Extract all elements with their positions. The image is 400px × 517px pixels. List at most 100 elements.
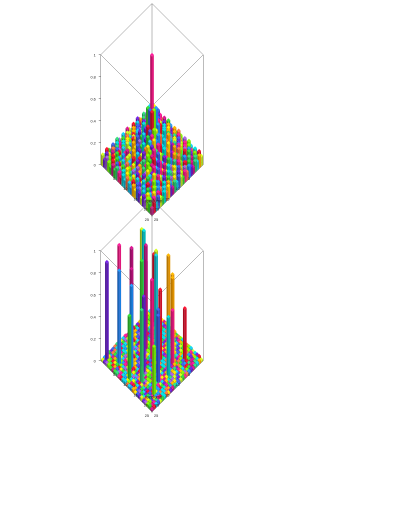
bar-face-right — [184, 170, 187, 183]
bar-face-top — [156, 122, 160, 126]
bar-face-top — [117, 170, 122, 174]
bar-face-top — [166, 125, 171, 130]
bar-face-top — [156, 142, 160, 147]
bar-face-left — [113, 169, 116, 179]
bar-face-top — [166, 149, 171, 153]
bar-col9-row19 — [170, 308, 175, 367]
bar-face-top — [172, 158, 177, 163]
column-tick-label: 20 — [155, 208, 159, 212]
bar-face-top — [187, 154, 191, 158]
bar-face-top — [137, 163, 142, 168]
bar-face-top — [125, 126, 130, 131]
bar-face-right — [131, 285, 134, 371]
bar-face-top — [176, 159, 181, 163]
bar-face-top — [176, 173, 181, 178]
bar-face-top — [176, 146, 181, 151]
bar-face-top — [131, 155, 136, 160]
bar-face-top — [172, 151, 177, 156]
bar-face-top — [125, 171, 130, 176]
bar-face-top — [187, 159, 191, 163]
bar-face-top — [193, 150, 197, 154]
bar-face-top — [115, 161, 119, 165]
row-tick-label: 10 — [123, 187, 127, 191]
bar-face-top — [172, 140, 177, 144]
bar-face-top — [137, 138, 142, 143]
bar-face-top — [148, 128, 152, 133]
bar-face-top — [135, 151, 140, 155]
bar-face-top — [166, 122, 171, 126]
z-tick-label: 0.6 — [90, 293, 95, 297]
bar-face-top — [121, 158, 126, 163]
bar-face-left — [105, 261, 107, 363]
bar-face-top — [148, 166, 152, 170]
z-tick-label: 0.4 — [90, 119, 95, 123]
bar-col21-row16 — [139, 307, 144, 386]
bar-face-top — [125, 148, 130, 153]
box-edge — [151, 54, 204, 107]
bar-face-top — [115, 165, 119, 170]
bar-face-right — [184, 307, 187, 363]
bar-face-top — [141, 121, 146, 126]
bar-face-right — [193, 166, 195, 175]
row-tick-label: 15 — [133, 197, 137, 201]
bar-face-top — [172, 135, 177, 140]
bar-face-top — [148, 158, 152, 162]
bar-face-right — [158, 315, 160, 386]
bar-face-left — [152, 346, 155, 398]
bar-face-right — [168, 316, 171, 379]
bar-face-top — [131, 128, 136, 133]
column-tick-label: 10 — [176, 187, 180, 191]
z-axis: 00.20.40.60.81 — [90, 249, 101, 363]
bar-face-top — [150, 162, 154, 167]
bar-face-right — [172, 309, 175, 367]
bar-face-left — [117, 171, 120, 183]
bar-face-top — [152, 147, 156, 152]
row-tick-label: 20 — [144, 208, 148, 212]
bar-face-top — [141, 131, 146, 136]
bar-face-top — [135, 116, 140, 120]
z-tick-label: 0 — [94, 359, 96, 363]
bar-face-top — [146, 153, 150, 157]
bar-face-top — [131, 162, 136, 167]
z-tick-label: 0.8 — [90, 271, 95, 275]
bar-face-top — [187, 148, 191, 153]
bar-face-top — [187, 163, 191, 168]
bar-face-top — [100, 152, 105, 157]
bar-face-right — [201, 155, 204, 167]
bars — [100, 52, 204, 216]
bar-face-top — [182, 139, 187, 144]
bar-col21-row22 — [152, 344, 156, 398]
bar-face-top — [162, 115, 167, 120]
bar-face-top — [121, 131, 126, 136]
bar-face-right — [160, 289, 163, 363]
bar-face-top — [176, 128, 181, 133]
bar-face-top — [162, 122, 167, 127]
bar-face-top — [182, 143, 187, 147]
bar-face-top — [131, 140, 136, 144]
bar-face-top — [131, 168, 136, 173]
bar-face-top — [121, 172, 126, 177]
bar-face-top — [187, 146, 191, 150]
column-tick-label: 25 — [145, 218, 149, 222]
column-tick-label: 5 — [188, 177, 190, 181]
bar-col24-row2 — [105, 259, 109, 363]
bar-face-top — [141, 166, 146, 170]
bar-face-left — [100, 154, 103, 167]
bar-face-top — [141, 158, 146, 163]
bar-face-left — [121, 174, 124, 188]
bar-face-top — [176, 153, 181, 157]
bar-face-right — [141, 309, 144, 386]
bar-face-top — [115, 143, 119, 148]
bar-face-top — [146, 105, 150, 110]
bar-face-top — [166, 132, 171, 136]
bar-face-top — [182, 135, 187, 140]
bar-face-top — [156, 159, 160, 164]
bar-face-top — [162, 146, 167, 151]
bar-face-left — [139, 309, 142, 386]
bar-face-top — [137, 129, 142, 133]
bar-face-top — [135, 134, 140, 138]
bar-col22-row6 — [117, 268, 122, 367]
bar-face-top — [141, 111, 146, 116]
bar-face-top — [121, 145, 126, 150]
bar-face-top — [172, 144, 177, 149]
